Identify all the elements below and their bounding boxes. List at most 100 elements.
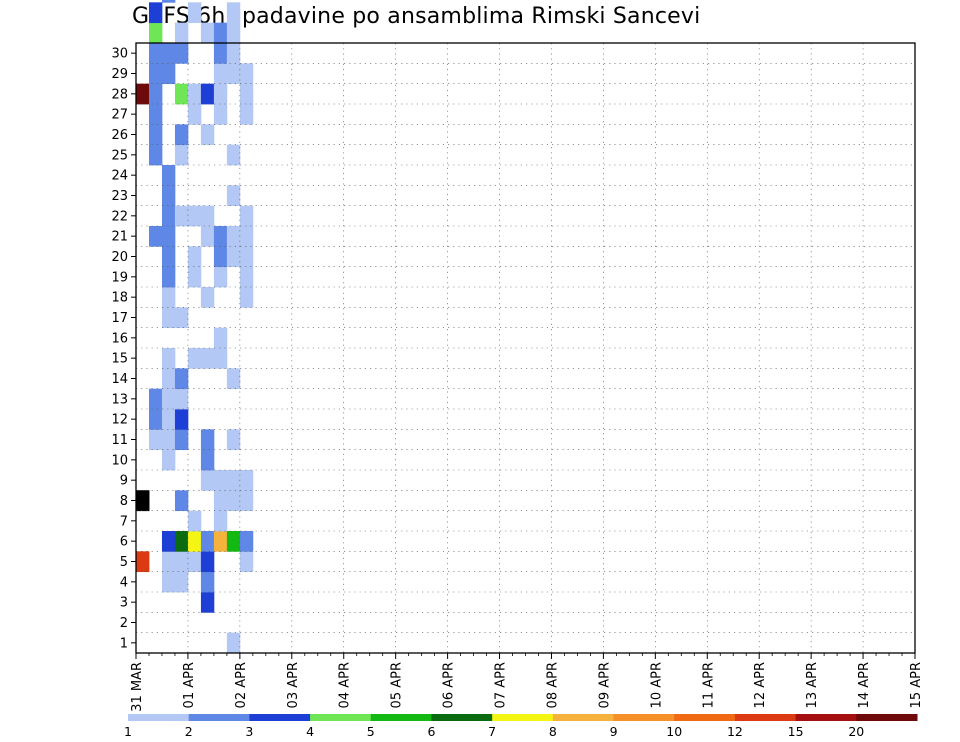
legend-swatch (431, 714, 493, 721)
x-tick-label: 01 APR (182, 662, 197, 708)
y-axis: 1234567891011121314151617181920212223242… (111, 47, 136, 651)
x-tick-label: 12 APR (753, 662, 768, 708)
legend-label: 10 (666, 724, 682, 739)
x-tick-label: 08 APR (545, 662, 560, 708)
heatmap-cell (187, 531, 202, 552)
y-tick-label: 16 (111, 331, 128, 346)
heatmap-cell (161, 43, 176, 64)
y-tick-label: 26 (111, 128, 128, 143)
y-tick-label: 19 (111, 270, 128, 285)
heatmap-cell (239, 83, 254, 105)
y-tick-label: 12 (111, 413, 128, 428)
heatmap-cell (174, 429, 189, 451)
heatmap-cell (136, 490, 150, 512)
heatmap-cell (226, 246, 241, 268)
y-tick-label: 5 (120, 555, 128, 570)
y-tick-label: 4 (120, 575, 128, 590)
heatmap-cell (213, 246, 228, 268)
heatmap-cell (200, 22, 215, 44)
y-tick-label: 2 (120, 616, 128, 631)
heatmap-cell (148, 2, 163, 24)
x-tick-label: 06 APR (442, 662, 457, 708)
heatmap-cell (200, 124, 215, 146)
heatmap-cell (148, 388, 163, 410)
heatmap-cell (161, 449, 176, 471)
y-tick-label: 15 (111, 352, 128, 367)
y-tick-label: 30 (111, 47, 128, 62)
legend-swatch (613, 714, 675, 721)
heatmap-cell (226, 226, 241, 247)
heatmap-cell (148, 22, 163, 44)
legend-swatch (552, 714, 615, 721)
heatmap-cell (174, 551, 189, 573)
heatmap-cell (200, 571, 215, 593)
x-tick-label: 14 APR (857, 662, 872, 708)
heatmap-cell (161, 429, 176, 451)
heatmap-cell (174, 83, 189, 105)
heatmap-cell (187, 246, 202, 268)
heatmap-cell (239, 226, 254, 247)
heatmap-cell (200, 287, 215, 308)
x-axis: 31 MAR 01 APR 02 APR 03 APR 04 APR 05 APR 06 A… (130, 653, 924, 712)
x-tick-label: 04 APR (338, 662, 353, 708)
heatmap-cell (213, 266, 228, 288)
legend-label: 20 (848, 724, 864, 739)
legend-swatch (128, 714, 190, 721)
legend-swatch (249, 714, 311, 721)
heatmap-cell (148, 83, 163, 105)
heatmap-cell (226, 43, 241, 64)
heatmap-cell (174, 388, 189, 410)
heatmap-cell (239, 104, 254, 125)
legend-swatch (856, 714, 918, 721)
legend-swatch (674, 714, 736, 721)
x-tick-label: 09 APR (597, 662, 612, 708)
y-tick-label: 28 (111, 87, 128, 102)
x-tick-label: 10 APR (649, 662, 664, 708)
heatmap-cell (187, 205, 202, 227)
heatmap-cell (174, 22, 189, 44)
heatmap-cell (239, 490, 254, 512)
heatmap-cell (226, 531, 241, 552)
heatmap-cell (213, 327, 228, 349)
heatmap-cell (161, 571, 176, 593)
x-tick-label: 07 APR (494, 662, 509, 708)
heatmap-cell (226, 185, 241, 207)
heatmap-cell (174, 144, 189, 166)
heatmap-cell (161, 388, 176, 410)
heatmap-cell (239, 287, 254, 308)
heatmap-cell (148, 226, 163, 247)
heatmap-cell (239, 205, 254, 227)
y-tick-label: 6 (120, 535, 128, 550)
legend-label: 4 (306, 724, 314, 739)
heatmap-cell (148, 144, 163, 166)
heatmap-cell (174, 531, 189, 552)
heatmap-cell (200, 429, 215, 451)
heatmap-cell (161, 551, 176, 573)
color-legend: 1 2 3 4 5 6 7 8 9 10 12 15 20 (124, 714, 918, 739)
heatmap-cell (226, 368, 241, 390)
heatmap-cell (200, 551, 215, 573)
legend-swatch (492, 714, 554, 721)
heatmap-cell (200, 83, 215, 105)
heatmap-cell (239, 63, 254, 85)
y-tick-label: 27 (111, 108, 128, 123)
legend-label: 12 (727, 724, 743, 739)
y-tick-label: 18 (111, 291, 128, 306)
heatmap-cell (239, 470, 254, 491)
heatmap-cell (161, 307, 176, 329)
heatmap-cell (213, 43, 228, 64)
heatmap-cell (174, 124, 189, 146)
heatmap-cell (213, 226, 228, 247)
y-tick-label: 23 (111, 189, 128, 204)
y-tick-label: 14 (111, 372, 128, 387)
heatmap-cell (187, 266, 202, 288)
heatmap-cell (161, 531, 176, 552)
heatmap-cell (200, 348, 215, 369)
heatmap-cell (226, 470, 241, 491)
y-tick-label: 22 (111, 209, 128, 224)
y-tick-label: 17 (111, 311, 128, 326)
heatmap-cell (239, 551, 254, 573)
heatmap-cell (213, 348, 228, 369)
legend-swatch (795, 714, 857, 721)
